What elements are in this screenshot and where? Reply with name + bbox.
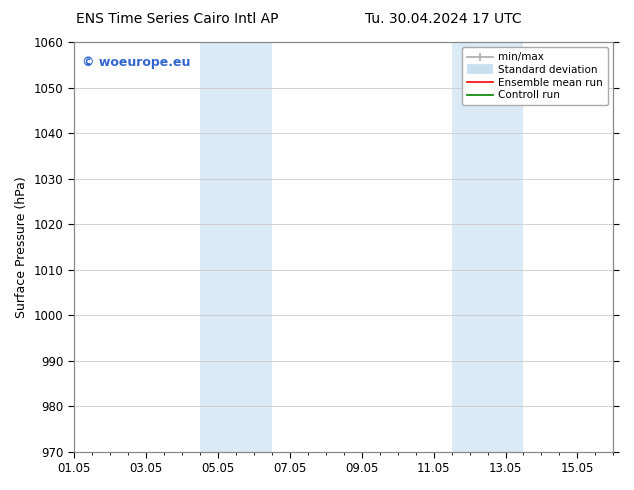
Text: ENS Time Series Cairo Intl AP: ENS Time Series Cairo Intl AP [76,12,279,26]
Text: © woeurope.eu: © woeurope.eu [82,56,190,70]
Y-axis label: Surface Pressure (hPa): Surface Pressure (hPa) [15,176,28,318]
Text: Tu. 30.04.2024 17 UTC: Tu. 30.04.2024 17 UTC [365,12,522,26]
Bar [200,42,271,452]
Legend: min/max, Standard deviation, Ensemble mean run, Controll run: min/max, Standard deviation, Ensemble me… [462,47,608,105]
Bar [451,42,524,452]
